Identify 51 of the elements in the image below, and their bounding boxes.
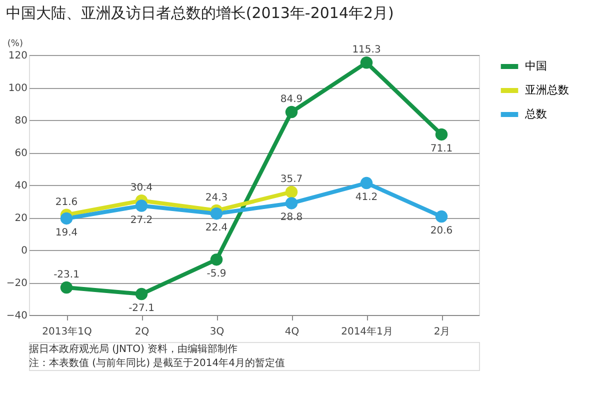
x-tick-label: 4Q (284, 326, 300, 338)
chart-title: 中国大陆、亚洲及访日者总数的增长(2013年-2014年2月) (6, 4, 394, 22)
y-tick-label: 60 (14, 148, 28, 159)
y-tick-label: 100 (8, 83, 28, 94)
y-tick-label: −40 (6, 310, 28, 322)
y-axis-title: (%) (7, 39, 23, 49)
point (360, 56, 373, 69)
point (210, 207, 223, 220)
point (285, 186, 298, 198)
data-label: -27.1 (128, 303, 154, 314)
x-tick-label: 2Q (134, 326, 150, 338)
data-label: -5.9 (206, 268, 226, 280)
y-tick-label: 80 (14, 116, 28, 126)
data-label: 24.3 (205, 192, 228, 204)
y-tick-label: −20 (6, 278, 28, 289)
point (135, 288, 148, 300)
data-label: 71.1 (430, 143, 453, 154)
x-tick-label: 2014年1月 (341, 326, 393, 338)
data-label: 22.4 (205, 222, 228, 234)
point (435, 128, 448, 141)
data-label: 115.3 (352, 44, 381, 56)
y-tick-label: 40 (14, 180, 28, 192)
point (285, 106, 298, 118)
y-tick-label: 0 (21, 246, 28, 256)
data-label: 20.6 (430, 226, 453, 237)
data-label: 21.6 (55, 196, 78, 208)
legend-label: 亚洲总数 (525, 84, 569, 96)
data-label: 84.9 (280, 94, 303, 106)
x-tick-label: 2013年1Q (42, 326, 92, 338)
data-label: 30.4 (130, 182, 153, 194)
data-label: 41.2 (355, 192, 378, 204)
data-label: -23.1 (54, 270, 80, 281)
data-label: 35.7 (280, 174, 303, 185)
x-tick-label: 2月 (434, 326, 450, 338)
y-tick-label: 20 (14, 213, 28, 224)
point (435, 210, 448, 223)
legend-label: 中国 (525, 60, 547, 72)
data-label: 19.4 (55, 227, 78, 238)
y-tick-label: 120 (8, 50, 28, 62)
text: 据日本政府观光局 (JNTO) 资料，由编辑部制作 (29, 343, 238, 355)
point (60, 281, 73, 294)
data-label: 28.8 (280, 212, 303, 224)
point (135, 200, 148, 212)
data-label: 27.2 (130, 214, 153, 226)
point (360, 176, 373, 190)
point (285, 197, 298, 210)
legend-label: 总数 (524, 108, 547, 120)
point (60, 212, 73, 225)
point (210, 253, 223, 266)
x-tick-label: 3Q (210, 326, 224, 338)
text: 注：本表数值 (与前年同比) 是截至于2014年4月的暂定值 (29, 357, 285, 369)
